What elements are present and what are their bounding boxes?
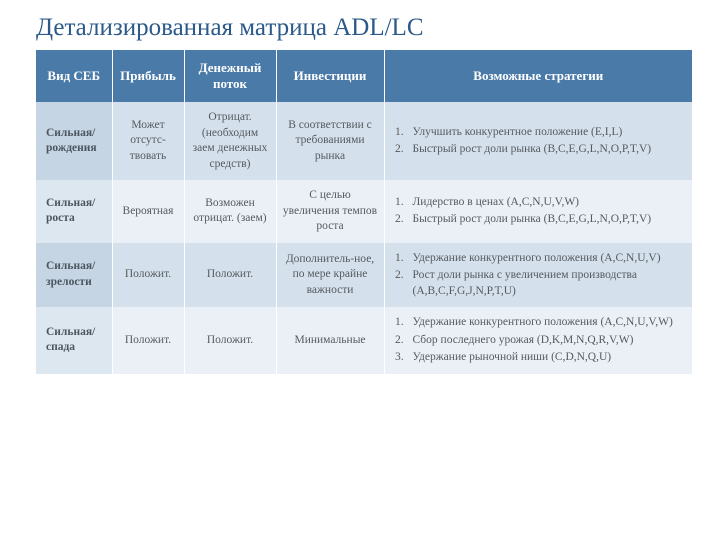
cell-profit: Вероятная — [112, 180, 184, 243]
cell-type: Сильная/ зрелости — [36, 243, 112, 308]
cell-profit: Может отсутс-твовать — [112, 102, 184, 180]
strategy-item: Лидерство в ценах (A,C,N,U,V,W) — [407, 195, 689, 211]
table-row: Сильная/ спада Положит. Положит. Минимал… — [36, 307, 692, 374]
strategy-item: Удержание конкурентного положения (A,C,N… — [407, 251, 689, 267]
cell-invest: С целью увеличения темпов роста — [276, 180, 384, 243]
cell-cashflow: Положит. — [184, 243, 276, 308]
header-row: Вид СЕБ Прибыль Денежный поток Инвестици… — [36, 50, 692, 102]
cell-cashflow: Положит. — [184, 307, 276, 374]
table-row: Сильная/ зрелости Положит. Положит. Допо… — [36, 243, 692, 308]
cell-type: Сильная/ рождения — [36, 102, 112, 180]
strategy-item: Улучшить конкурентное положение (E,I,L) — [407, 125, 689, 141]
col-header-profit: Прибыль — [112, 50, 184, 102]
cell-strategies: Удержание конкурентного положения (A,C,N… — [384, 243, 692, 308]
cell-cashflow: Отрицат. (необходим заем денежных средст… — [184, 102, 276, 180]
col-header-strategies: Возможные стратегии — [384, 50, 692, 102]
cell-cashflow: Возможен отрицат. (заем) — [184, 180, 276, 243]
strategy-item: Быстрый рост доли рынка (B,C,E,G,L,N,O,P… — [407, 212, 689, 228]
cell-strategies: Удержание конкурентного положения (A,C,N… — [384, 307, 692, 374]
cell-invest: Минимальные — [276, 307, 384, 374]
table-row: Сильная/ рождения Может отсутс-твовать О… — [36, 102, 692, 180]
adl-matrix-table: Вид СЕБ Прибыль Денежный поток Инвестици… — [36, 50, 692, 374]
page-title: Детализированная матрица ADL/LC — [36, 14, 692, 42]
table-row: Сильная/ роста Вероятная Возможен отрица… — [36, 180, 692, 243]
cell-invest: Дополнитель-ное, по мере крайне важности — [276, 243, 384, 308]
cell-type: Сильная/ роста — [36, 180, 112, 243]
cell-profit: Положит. — [112, 243, 184, 308]
col-header-invest: Инвестиции — [276, 50, 384, 102]
strategy-item: Удержание рыночной ниши (C,D,N,Q,U) — [407, 350, 689, 366]
col-header-type: Вид СЕБ — [36, 50, 112, 102]
strategy-item: Удержание конкурентного положения (A,C,N… — [407, 315, 689, 331]
cell-strategies: Улучшить конкурентное положение (E,I,L) … — [384, 102, 692, 180]
cell-profit: Положит. — [112, 307, 184, 374]
strategy-item: Рост доли рынка с увеличением производст… — [407, 268, 689, 299]
col-header-cashflow: Денежный поток — [184, 50, 276, 102]
strategy-item: Быстрый рост доли рынка (B,C,E,G,L,N,O,P… — [407, 142, 689, 158]
cell-invest: В соответствии с требованиями рынка — [276, 102, 384, 180]
strategy-item: Сбор последнего урожая (D,K,M,N,Q,R,V,W) — [407, 333, 689, 349]
cell-strategies: Лидерство в ценах (A,C,N,U,V,W) Быстрый … — [384, 180, 692, 243]
cell-type: Сильная/ спада — [36, 307, 112, 374]
